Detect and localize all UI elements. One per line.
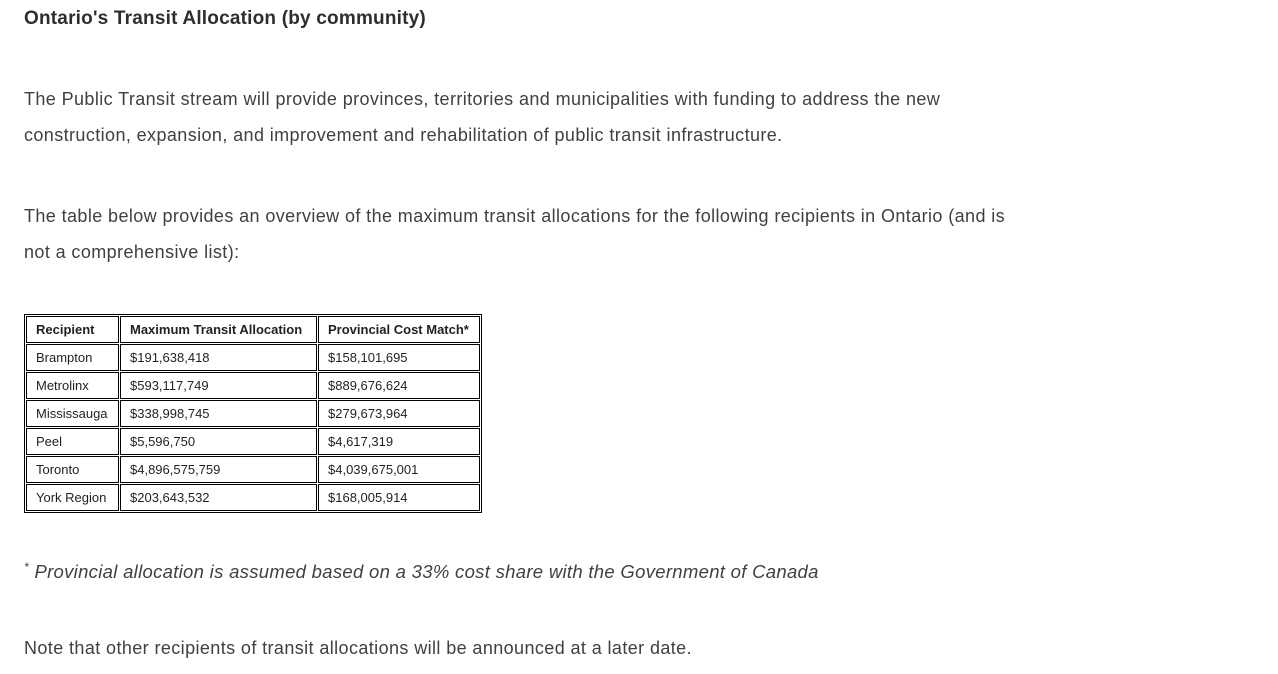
footnote-marker: * <box>24 559 29 574</box>
transit-allocation-table: Recipient Maximum Transit Allocation Provi… <box>24 314 482 513</box>
table-cell: $279,673,964 <box>318 400 480 427</box>
table-cell: $889,676,624 <box>318 372 480 399</box>
page-title: Ontario's Transit Allocation (by communi… <box>24 8 426 29</box>
table-cell: $4,039,675,001 <box>318 456 480 483</box>
table-cell: $4,617,319 <box>318 428 480 455</box>
column-header: Provincial Cost Match* <box>318 316 480 343</box>
table-row: Peel $5,596,750 $4,617,319 <box>26 428 480 455</box>
footnote-text: Provincial allocation is assumed based o… <box>34 561 819 582</box>
table-cell: $4,896,575,759 <box>120 456 317 483</box>
table-row: Brampton $191,638,418 $158,101,695 <box>26 344 480 371</box>
table-cell: Toronto <box>26 456 119 483</box>
table-cell: Metrolinx <box>26 372 119 399</box>
table-row: Metrolinx $593,117,749 $889,676,624 <box>26 372 480 399</box>
table-cell: Mississauga <box>26 400 119 427</box>
intro-paragraph: The Public Transit stream will provide p… <box>24 89 941 145</box>
table-cell: $593,117,749 <box>120 372 317 399</box>
table-cell: York Region <box>26 484 119 511</box>
column-header: Maximum Transit Allocation <box>120 316 317 343</box>
table-head: Recipient Maximum Transit Allocation Provi… <box>26 316 480 343</box>
table-cell: Peel <box>26 428 119 455</box>
table-row: Mississauga $338,998,745 $279,673,964 <box>26 400 480 427</box>
column-header: Recipient <box>26 316 119 343</box>
table-row: Toronto $4,896,575,759 $4,039,675,001 <box>26 456 480 483</box>
table-cell: $338,998,745 <box>120 400 317 427</box>
table-cell: $158,101,695 <box>318 344 480 371</box>
footnote: * Provincial allocation is assumed based… <box>24 558 1254 586</box>
table-cell: Brampton <box>26 344 119 371</box>
table-intro-paragraph: The table below provides an overview of … <box>24 206 1006 262</box>
table-row: York Region $203,643,532 $168,005,914 <box>26 484 480 511</box>
table-cell: $203,643,532 <box>120 484 317 511</box>
table-cell: $5,596,750 <box>120 428 317 455</box>
table-body: Brampton $191,638,418 $158,101,695 Metrolin… <box>26 344 480 511</box>
table-cell: $168,005,914 <box>318 484 480 511</box>
table-cell: $191,638,418 <box>120 344 317 371</box>
closing-note: Note that other recipients of transit al… <box>24 638 692 658</box>
table-header-row: Recipient Maximum Transit Allocation Provi… <box>26 316 480 343</box>
